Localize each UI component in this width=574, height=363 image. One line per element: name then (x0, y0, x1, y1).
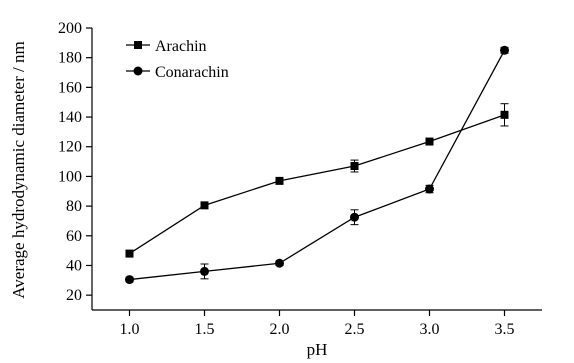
y-tick-label: 140 (58, 109, 82, 126)
y-tick-label: 20 (66, 287, 82, 304)
legend-marker-arachin (134, 41, 142, 49)
y-tick-label: 180 (58, 50, 82, 67)
data-point-arachin (425, 137, 434, 146)
data-point-conarachin (125, 275, 134, 285)
x-axis-title: pH (307, 340, 328, 359)
data-point-arachin (350, 162, 359, 171)
data-point-conarachin (200, 266, 209, 276)
data-point-conarachin (425, 184, 434, 194)
data-point-arachin (200, 201, 209, 210)
y-tick-label: 100 (58, 168, 82, 185)
legend: Arachin Conarachin (126, 38, 229, 81)
y-tick-label: 120 (58, 139, 82, 156)
x-axis-ticks: 1.0 1.5 2.0 2.5 3.0 3.5 (120, 310, 515, 338)
legend-marker-conarachin (133, 66, 143, 76)
x-tick-label: 2.5 (345, 321, 365, 338)
data-point-conarachin (275, 258, 284, 268)
y-tick-label: 80 (66, 198, 82, 215)
legend-label-arachin: Arachin (155, 38, 207, 55)
y-axis-ticks: 20 40 60 80 100 120 140 160 180 200 (58, 20, 92, 304)
y-tick-label: 40 (66, 257, 82, 274)
plot-area (91, 28, 542, 311)
y-tick-label: 200 (58, 20, 82, 37)
series-line-conarachin (129, 49, 506, 281)
x-tick-label: 1.0 (120, 321, 140, 338)
data-point-arachin (125, 249, 134, 258)
data-point-arachin (500, 110, 509, 119)
y-tick-label: 60 (66, 228, 82, 245)
data-point-conarachin (500, 45, 509, 55)
x-tick-label: 3.5 (495, 321, 515, 338)
x-tick-label: 3.0 (420, 321, 440, 338)
x-tick-label: 1.5 (195, 321, 215, 338)
x-tick-label: 2.0 (270, 321, 290, 338)
data-point-conarachin (350, 212, 359, 222)
data-point-arachin (275, 176, 284, 185)
y-axis-title: Average hydrodynamic diameter / nm (9, 41, 28, 298)
series-line-arachin (129, 114, 505, 255)
series-layer (125, 45, 509, 285)
legend-label-conarachin: Conarachin (155, 64, 229, 81)
y-tick-label: 160 (58, 79, 82, 96)
